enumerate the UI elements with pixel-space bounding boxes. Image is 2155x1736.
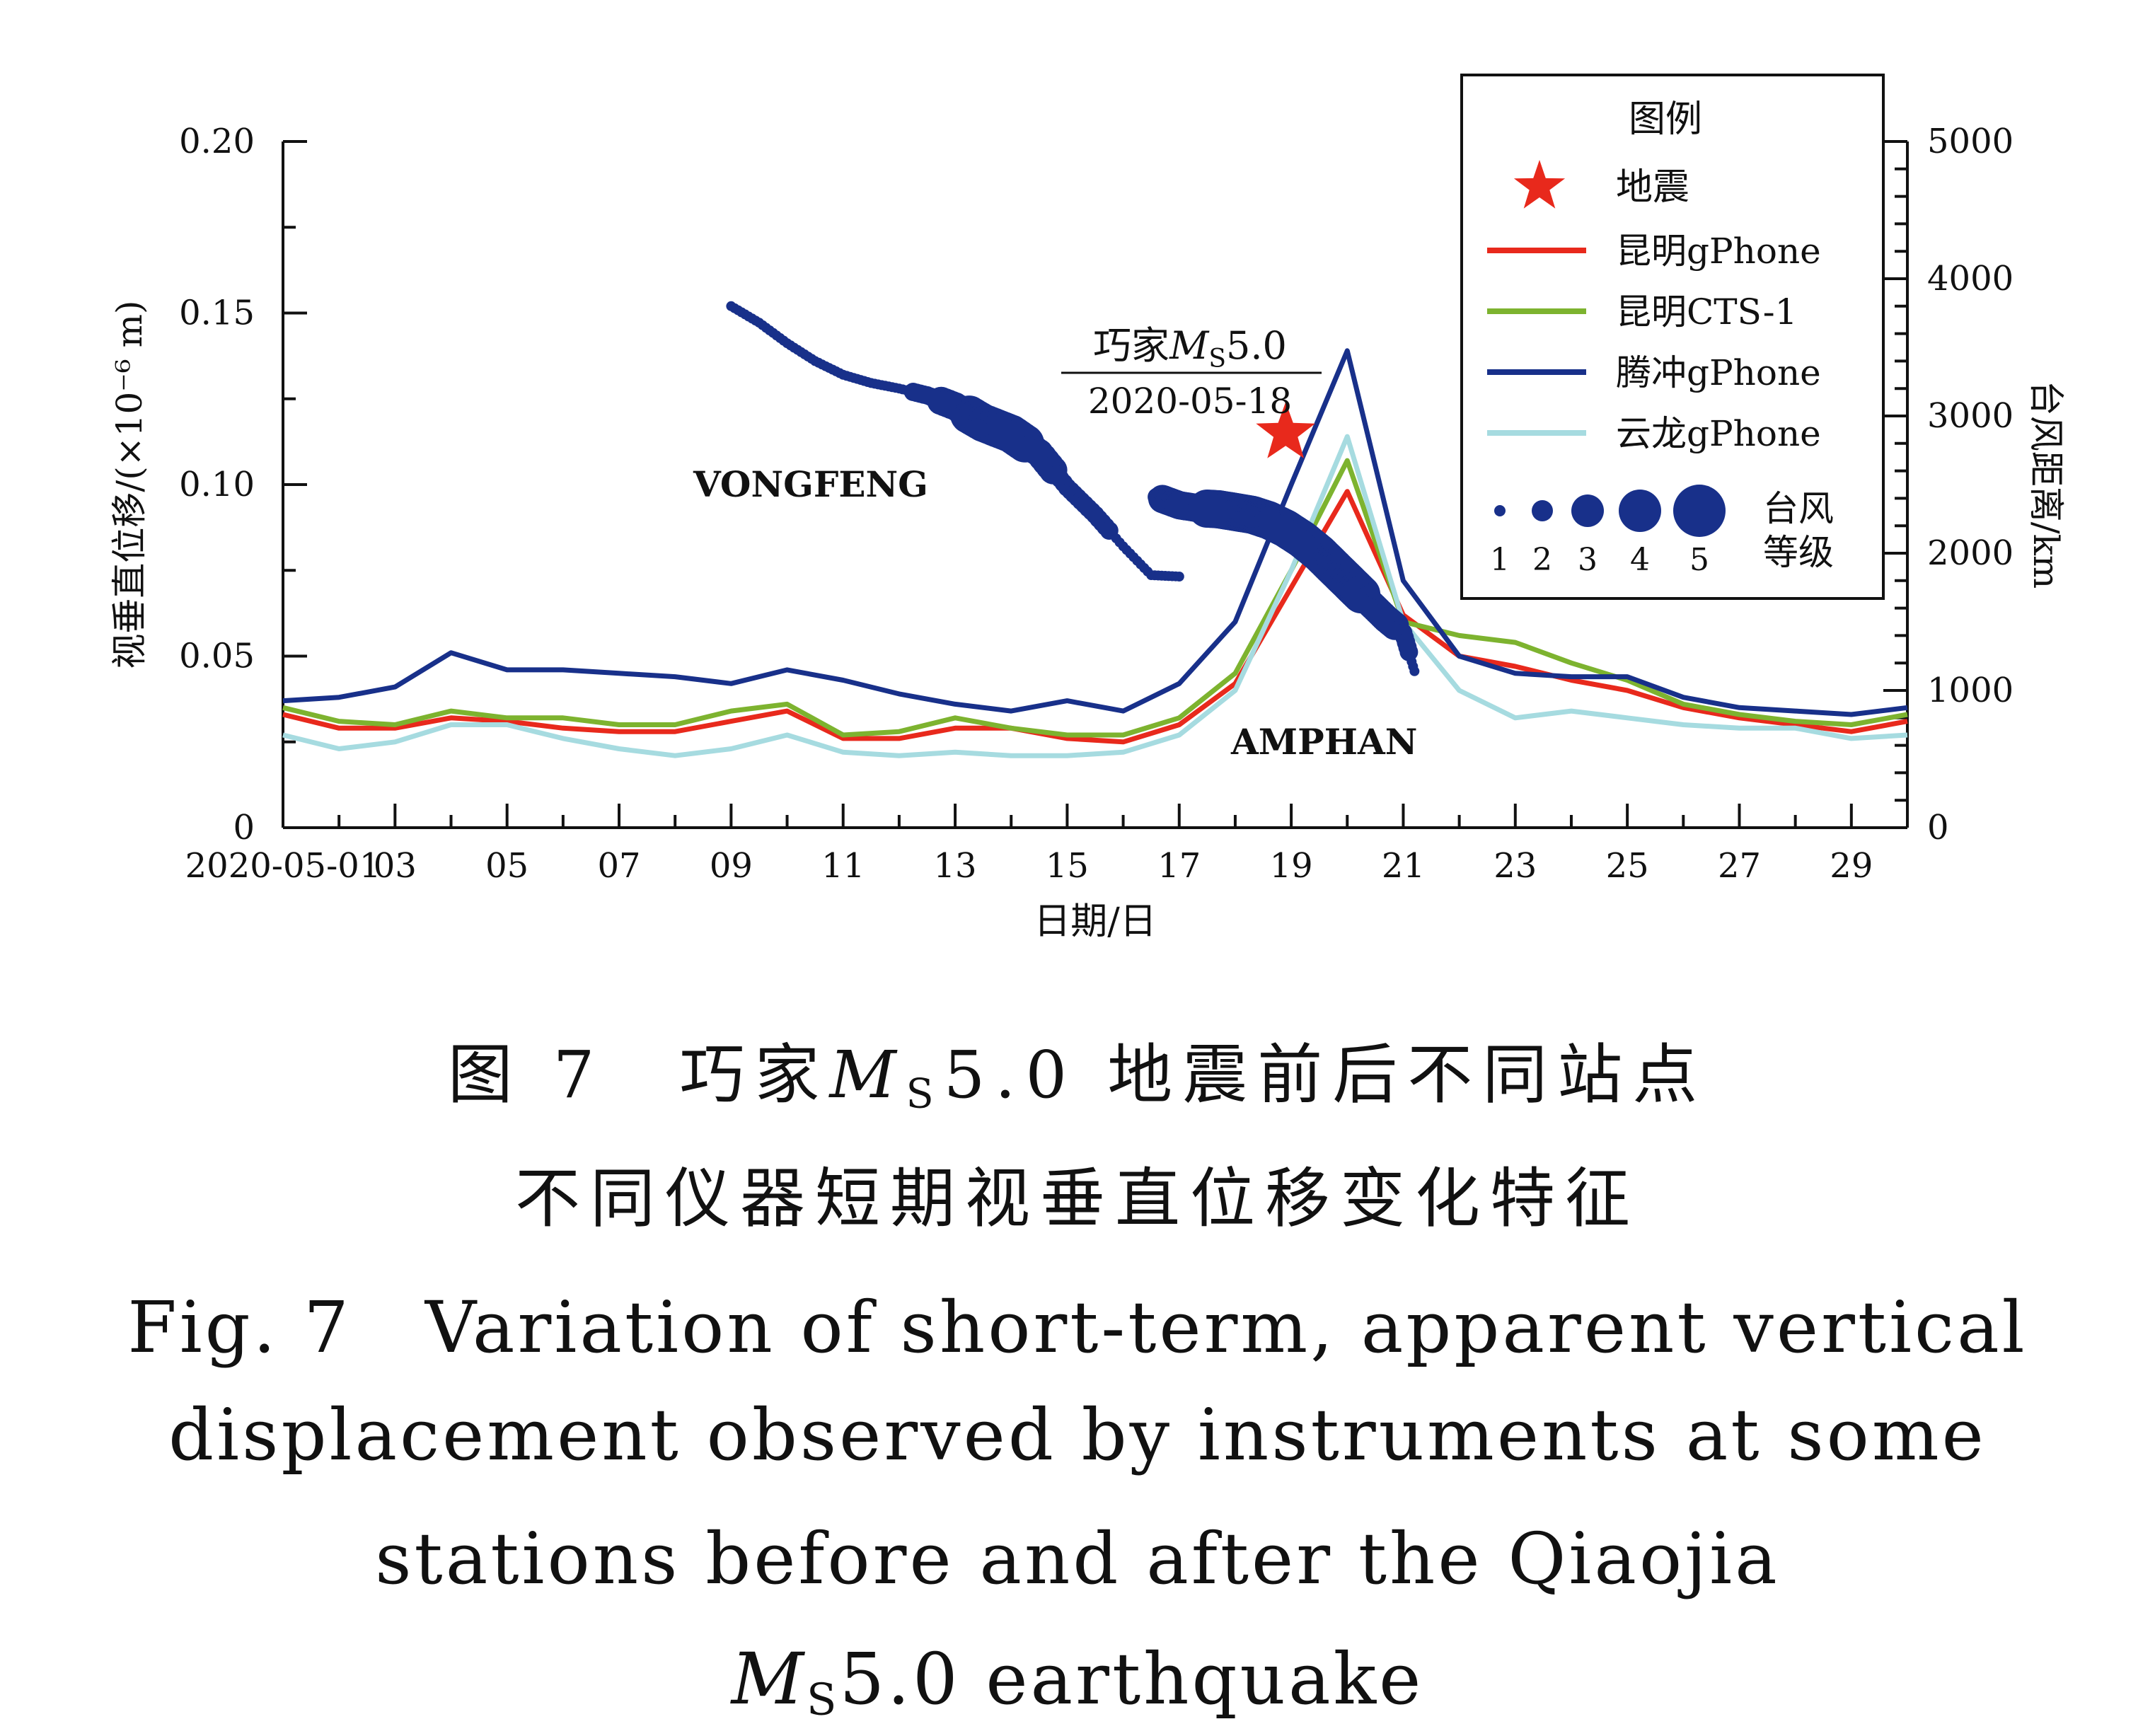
caption-en-line3: stations before and after the Qiaojia (375, 1517, 1780, 1600)
chart-figure: 00.050.100.150.2001000200030004000500020… (109, 74, 2067, 943)
legend-label: 腾冲gPhone (1616, 352, 1821, 393)
earthquake-label-line2: 2020-05-18 (1088, 381, 1292, 422)
legend-typhoon-size-dot (1673, 485, 1726, 537)
legend-earthquake-star (1513, 160, 1566, 209)
x-tick-label: 21 (1382, 846, 1425, 886)
legend-typhoon-size-label: 4 (1630, 542, 1650, 578)
x-tick-label: 29 (1830, 846, 1873, 886)
legend-label: 昆明gPhone (1616, 231, 1821, 272)
typhoon-point (1409, 666, 1420, 676)
x-tick-label: 19 (1270, 846, 1313, 886)
caption-en-line2: displacement observed by instruments at … (168, 1394, 1987, 1476)
x-tick-label: 07 (597, 846, 640, 886)
x-tick-label: 13 (934, 846, 977, 886)
y-tick-label: 0.15 (179, 294, 255, 333)
earthquake-group: 巧家MS5.0 2020-05-18 (1061, 323, 1322, 458)
legend-typhoon-size-label: 1 (1490, 542, 1510, 578)
y2-tick-label: 2000 (1927, 533, 2014, 573)
legend-typhoon-size-dot (1494, 505, 1506, 516)
legend-title: 图例 (1629, 98, 1702, 141)
legend-label: 云龙gPhone (1616, 413, 1821, 454)
legend-earthquake-label: 地震 (1616, 166, 1689, 209)
x-tick-label: 11 (821, 846, 865, 886)
series-line (282, 489, 1908, 745)
x-tick-label: 25 (1606, 846, 1649, 886)
legend-typhoon-size-dot (1619, 490, 1661, 532)
typhoon-label-vongfeng: VONGFENG (693, 463, 928, 505)
x-tick-label: 09 (710, 846, 753, 886)
legend-label: 昆明CTS-1 (1616, 291, 1797, 332)
y-tick-label: 0 (233, 808, 255, 847)
y2-tick-label: 0 (1927, 808, 1949, 847)
legend-typhoon-size-label: 2 (1532, 542, 1552, 578)
y2-tick-label: 1000 (1927, 671, 2014, 710)
caption-en-line4: MS5.0 earthquake (731, 1638, 1424, 1725)
chart-series (282, 348, 1908, 758)
y2-tick-label: 5000 (1927, 122, 2014, 161)
typhoon-point (1174, 572, 1184, 581)
x-tick-label: 23 (1494, 846, 1537, 886)
x-tick-label: 17 (1157, 846, 1201, 886)
legend-typhoon-size-label: 3 (1578, 542, 1598, 578)
series-line (282, 458, 1908, 738)
typhoon-label-amphan: AMPHAN (1230, 721, 1417, 763)
x-tick-label: 2020-05-01 (185, 846, 381, 886)
series-line (282, 434, 1908, 758)
legend-typhoon-size-label: 5 (1689, 542, 1709, 578)
y2-tick-label: 4000 (1927, 259, 2014, 299)
caption-en-line1: Fig. 7 Variation of short-term, apparent… (127, 1286, 2028, 1369)
typhoon-tracks: VONGFENG AMPHAN (693, 301, 1420, 763)
chart-axes: 00.050.100.150.2001000200030004000500020… (109, 122, 2067, 943)
y-tick-label: 0.05 (179, 637, 255, 676)
y-tick-label: 0.20 (179, 122, 255, 161)
legend-typhoon-size-dot (1571, 494, 1604, 527)
x-tick-label: 27 (1718, 846, 1761, 886)
caption-cn-line2: 不同仪器短期视垂直位移变化特征 (514, 1161, 1640, 1237)
earthquake-star-marker (1256, 402, 1315, 458)
y2-tick-label: 3000 (1927, 396, 2014, 436)
x-tick-label: 15 (1046, 846, 1089, 886)
series-line (282, 348, 1908, 717)
caption-cn-line1: 图 7 巧家MS5.0 地震前后不同站点 (447, 1037, 1708, 1118)
y-tick-label: 0.10 (179, 465, 255, 504)
legend-typhoon-label-1: 台风 (1763, 488, 1834, 529)
x-axis-title: 日期/日 (1034, 901, 1157, 943)
x-tick-label: 03 (374, 846, 417, 886)
y-axis-title: 视垂直位移/(×10⁻⁶ m) (109, 300, 150, 669)
legend-typhoon-label-2: 等级 (1763, 532, 1834, 573)
legend-typhoon-size-dot (1532, 500, 1553, 521)
earthquake-label-line1: 巧家MS5.0 (1093, 323, 1287, 374)
y2-axis-title: 台风距离/km (2026, 381, 2067, 589)
x-tick-label: 05 (485, 846, 528, 886)
